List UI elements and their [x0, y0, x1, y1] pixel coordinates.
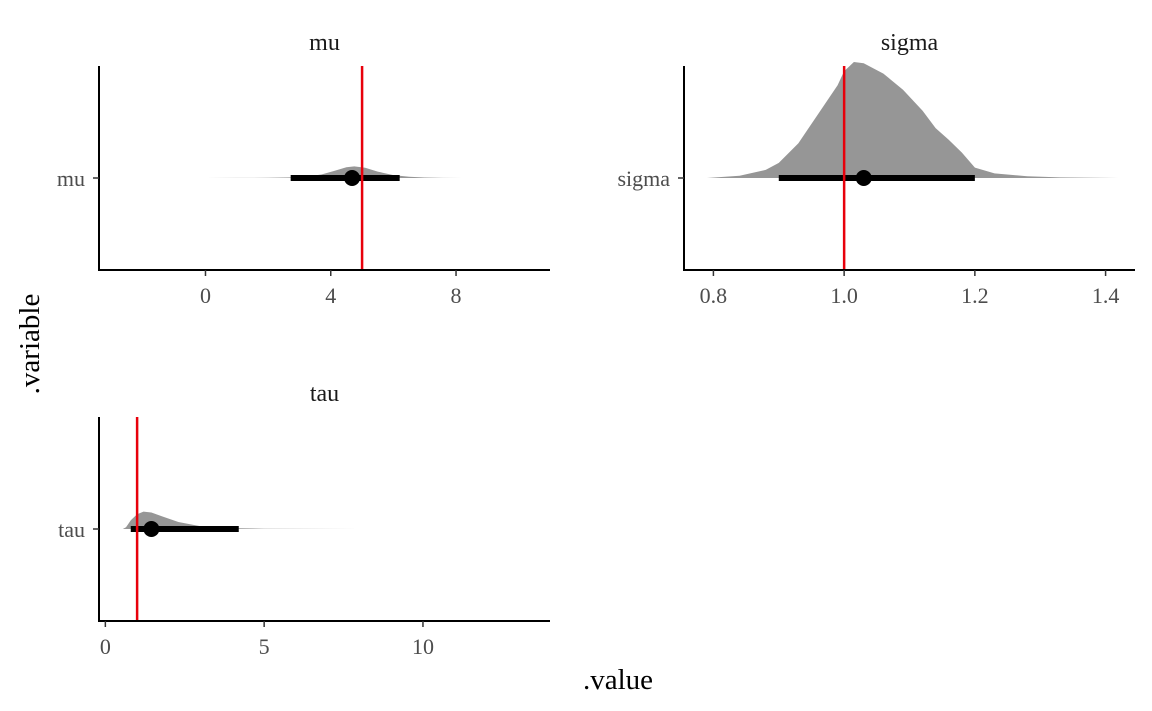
x-tick-label: 8 — [451, 283, 462, 308]
panel-sigma: sigma sigma 0.8 1.0 1.2 1.4 — [617, 30, 1135, 308]
density-slab — [205, 166, 488, 178]
y-axis-label: .variable — [14, 294, 46, 395]
x-tick-label: 0 — [200, 283, 211, 308]
y-tick-label: tau — [58, 517, 85, 542]
point-estimate — [344, 170, 361, 186]
panel-title: sigma — [881, 30, 939, 56]
panel-title: tau — [310, 381, 339, 407]
y-tick-label: mu — [57, 166, 85, 191]
density-slab — [122, 511, 360, 529]
panel-title: mu — [309, 30, 340, 56]
x-tick-label: 1.0 — [830, 283, 858, 308]
x-tick-label: 4 — [325, 283, 336, 308]
y-tick-label: sigma — [617, 166, 670, 191]
x-tick-label: 5 — [259, 634, 270, 659]
density-slab — [706, 62, 1119, 178]
x-tick-label: 0.8 — [700, 283, 728, 308]
x-tick-label: 0 — [100, 634, 111, 659]
panel-tau: tau tau 0 5 10 — [58, 381, 550, 659]
x-axis-label: .value — [583, 664, 653, 696]
x-tick-label: 1.2 — [961, 283, 989, 308]
point-estimate — [855, 170, 872, 186]
panel-mu: mu mu 0 4 8 — [57, 30, 550, 308]
point-estimate — [143, 521, 160, 537]
x-tick-label: 10 — [412, 634, 434, 659]
x-tick-label: 1.4 — [1092, 283, 1120, 308]
